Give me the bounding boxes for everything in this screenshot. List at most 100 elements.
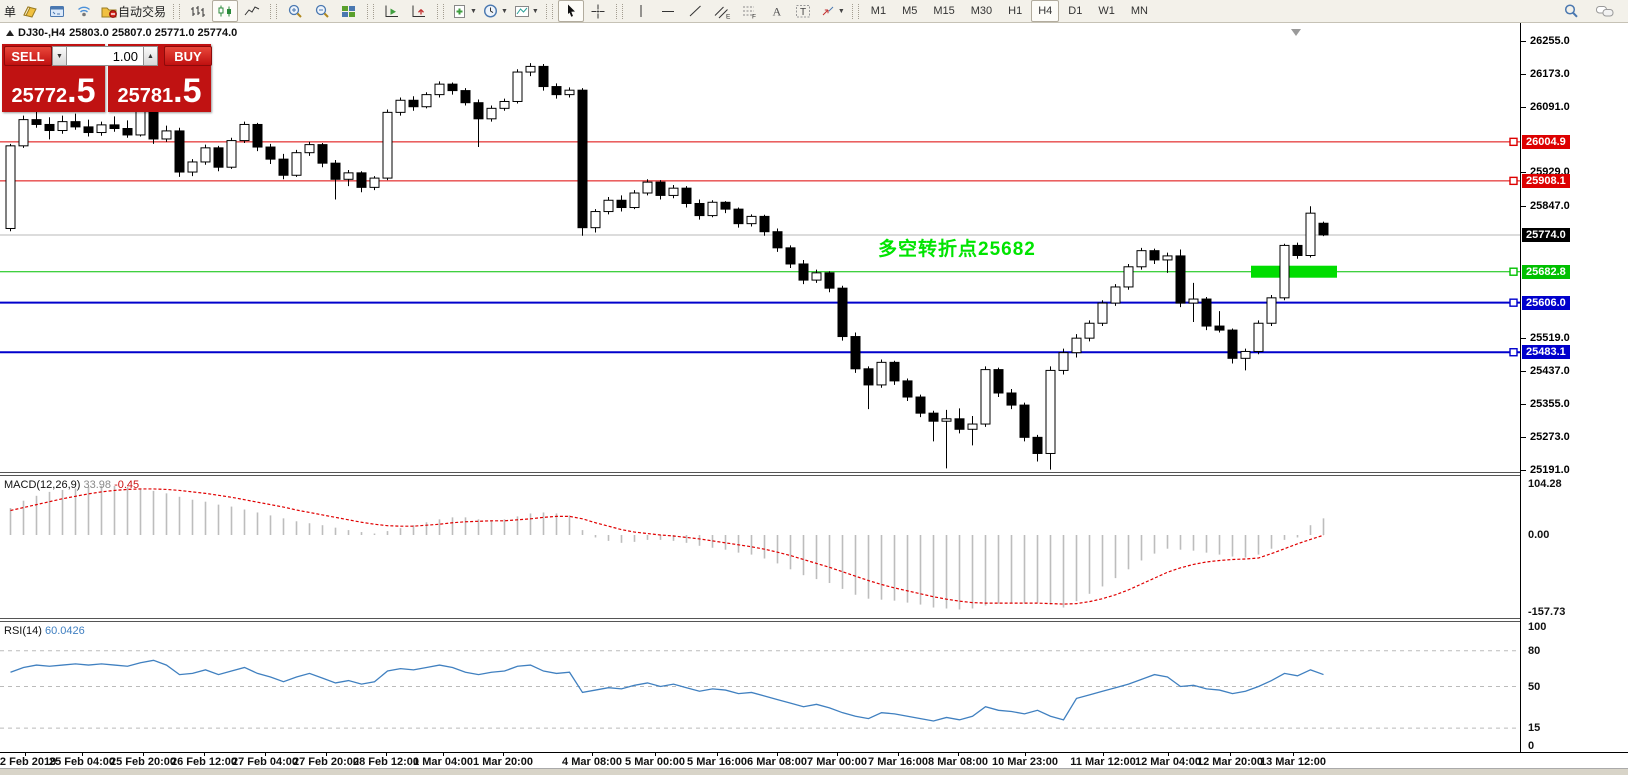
- crosshair-button[interactable]: [585, 0, 611, 22]
- templates-button[interactable]: ▼: [511, 0, 541, 22]
- candlestick-chart-button[interactable]: [212, 0, 239, 22]
- ohlc-values: 25803.0 25807.0 25771.0 25774.0: [69, 27, 238, 39]
- time-tick: [898, 753, 899, 756]
- main-chart[interactable]: [0, 23, 1520, 475]
- time-tick: [326, 753, 327, 756]
- arrows-icon: [819, 3, 837, 19]
- terminal-icon: [48, 3, 66, 19]
- timeframe-h1-button[interactable]: H1: [1008, 5, 1023, 17]
- channel-icon: E: [713, 3, 731, 19]
- chat-icon: [1595, 3, 1615, 19]
- horizontal-lines: [0, 141, 1520, 354]
- periods-button[interactable]: ▼: [480, 0, 510, 22]
- macd-pane[interactable]: [0, 477, 1520, 622]
- search-icon: [1562, 3, 1580, 19]
- time-tick: [204, 753, 205, 756]
- price-tick-label: 25273.0: [1530, 430, 1570, 443]
- trendline-button[interactable]: [682, 0, 708, 22]
- time-tick-label: 12 Mar 20:00: [1196, 756, 1264, 768]
- rsi-line: [10, 659, 1324, 722]
- macd-signal-line: [10, 488, 1324, 605]
- svg-text:E: E: [726, 14, 731, 20]
- channel-button[interactable]: E: [709, 0, 735, 22]
- timeframe-m15-button[interactable]: M15: [933, 5, 955, 17]
- time-tick-label: 25 Feb 04:00: [48, 756, 116, 768]
- volume-stepper: ▼ ▲: [52, 46, 158, 66]
- chevron-down-icon: ▼: [531, 7, 539, 15]
- time-tick: [443, 753, 444, 756]
- zoom-in-button[interactable]: [282, 0, 308, 22]
- window-bottom-strip: [0, 768, 1628, 775]
- price-axis[interactable]: 26255.0 26173.0 26091.0 25929.0 25847.0 25519…: [1520, 23, 1628, 752]
- chevron-down-icon: ▼: [470, 7, 477, 15]
- pane-separator[interactable]: [0, 472, 1628, 476]
- chart-shift-icon: [410, 3, 428, 19]
- auto-scroll-button[interactable]: [379, 0, 405, 22]
- arrows-button[interactable]: ▼: [817, 0, 847, 22]
- market-watch-button[interactable]: [17, 0, 43, 22]
- timeframe-m5-button[interactable]: M5: [902, 5, 918, 17]
- chart-shift-marker[interactable]: [1291, 29, 1301, 36]
- horizontal-line-button[interactable]: [655, 0, 681, 22]
- line-anchor-marker: [1509, 348, 1518, 357]
- signals-button[interactable]: [71, 0, 97, 22]
- line-anchor-marker: [1509, 137, 1518, 147]
- price-tick-label: 25437.0: [1530, 364, 1570, 377]
- time-tick-label: 28 Feb 12:00: [352, 756, 420, 768]
- axis-tick: [1521, 403, 1526, 405]
- vertical-line-button[interactable]: [628, 0, 654, 22]
- horizontal-line-icon: [660, 3, 676, 19]
- timeframe-d1-button[interactable]: D1: [1068, 5, 1083, 17]
- time-tick-label: 4 Mar 08:00: [562, 756, 622, 768]
- toolbar-separator: [545, 3, 553, 19]
- toolbar-separator: [173, 3, 181, 19]
- volume-decrease-button[interactable]: ▼: [52, 46, 67, 66]
- autotrading-button[interactable]: 自动交易: [98, 0, 168, 22]
- volume-increase-button[interactable]: ▲: [143, 46, 158, 66]
- buy-price: 25781.5: [117, 72, 202, 110]
- buy-button[interactable]: BUY: [164, 46, 212, 66]
- fibonacci-button[interactable]: F: [736, 0, 762, 22]
- rsi-pane[interactable]: [0, 623, 1520, 752]
- axis-tick: [1521, 172, 1526, 174]
- time-axis[interactable]: 22 Feb 2019 25 Feb 04:00 25 Feb 20:00 26 Fe…: [0, 752, 1628, 768]
- zoom-out-button[interactable]: [309, 0, 335, 22]
- auto-scroll-icon: [383, 3, 401, 19]
- timeframe-w1-button[interactable]: W1: [1098, 5, 1115, 17]
- text-button[interactable]: A: [763, 0, 789, 22]
- chart-shift-button[interactable]: [406, 0, 432, 22]
- search-button[interactable]: [1558, 0, 1584, 22]
- chat-button[interactable]: [1592, 0, 1618, 22]
- axis-tick: [1521, 337, 1526, 339]
- bar-chart-button[interactable]: [185, 0, 211, 22]
- cursor-button[interactable]: [557, 0, 584, 22]
- new-order-label[interactable]: 单: [4, 4, 17, 19]
- text-label-icon: T: [794, 3, 812, 19]
- chart-annotation[interactable]: 多空转折点25682: [878, 239, 1036, 260]
- support-line-badge: 25483.1: [1522, 345, 1570, 360]
- volume-input[interactable]: [67, 46, 143, 66]
- rsi-axis-label: 100: [1528, 621, 1547, 633]
- time-tick-label: 5 Mar 16:00: [687, 756, 747, 768]
- terminal-button[interactable]: [44, 0, 70, 22]
- indicators-icon: [451, 3, 469, 19]
- time-tick-label: 7 Mar 16:00: [868, 756, 928, 768]
- indicators-button[interactable]: ▼: [449, 0, 479, 22]
- time-tick: [386, 753, 387, 756]
- timeframe-h4-button[interactable]: H4: [1031, 0, 1060, 22]
- line-chart-button[interactable]: [239, 0, 265, 22]
- fibonacci-icon: F: [740, 3, 758, 19]
- price-tick-label: 26255.0: [1530, 35, 1570, 47]
- timeframe-m1-button[interactable]: M1: [870, 5, 887, 17]
- timeframe-m30-button[interactable]: M30: [970, 5, 993, 17]
- line-anchor-marker: [1509, 176, 1518, 186]
- trendline-icon: [687, 3, 703, 19]
- time-tick-label: 8 Mar 08:00: [928, 756, 988, 768]
- sell-price: 25772.5: [11, 72, 96, 110]
- timeframe-mn-button[interactable]: MN: [1130, 5, 1148, 17]
- pane-separator[interactable]: [0, 618, 1628, 622]
- tile-windows-button[interactable]: [336, 0, 362, 22]
- rsi-axis-label: 50: [1528, 680, 1541, 693]
- sell-button[interactable]: SELL: [4, 46, 52, 66]
- text-label-button[interactable]: T: [790, 0, 816, 22]
